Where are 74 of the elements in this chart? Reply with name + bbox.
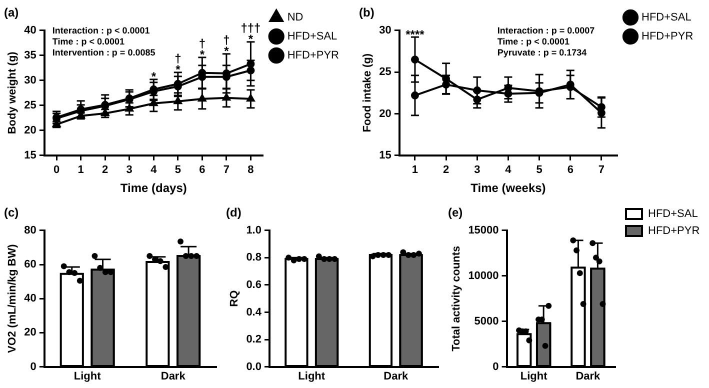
x-tick-label: 3 bbox=[126, 164, 132, 176]
y-tick-label: 25 bbox=[24, 99, 36, 112]
x-tick-label: 4 bbox=[150, 164, 158, 176]
chart-title: (c) bbox=[4, 206, 19, 220]
legend-label: HFD+PYR bbox=[648, 225, 700, 237]
x-tick-label: 7 bbox=[598, 164, 605, 176]
x-tick-label: 5 bbox=[536, 164, 542, 176]
y-tick-label: 0 bbox=[492, 360, 499, 373]
y-tick-label: 5000 bbox=[474, 315, 499, 328]
y-tick-label: 25 bbox=[379, 66, 392, 78]
x-tick-label: 2 bbox=[442, 164, 450, 176]
y-tick-label: 80 bbox=[24, 224, 36, 236]
annotation: Interaction : p = 0.0007 bbox=[497, 25, 595, 36]
legend-label: HFD+PYR bbox=[287, 50, 340, 62]
y-tick-label: 0 bbox=[30, 360, 36, 373]
y-tick-label: 20 bbox=[24, 124, 36, 136]
x-tick-label: Light bbox=[520, 370, 548, 382]
legend-label: HFD+SAL bbox=[287, 30, 338, 43]
y-tick-label: 40 bbox=[24, 24, 36, 36]
y-tick-label: 30 bbox=[24, 74, 36, 86]
y-axis-title: RQ bbox=[228, 290, 241, 307]
x-tick-label: Light bbox=[298, 370, 326, 382]
x-tick-label: 1 bbox=[78, 164, 84, 176]
chart-title: (e) bbox=[448, 206, 463, 220]
x-axis-title: Time (days) bbox=[120, 181, 187, 196]
y-axis-title: Body weight (g) bbox=[6, 51, 19, 134]
annotation: Time : p < 0.0001 bbox=[52, 36, 125, 46]
chart-title: (a) bbox=[4, 6, 19, 20]
x-tick-label: Light bbox=[74, 370, 102, 382]
x-tick-label: 8 bbox=[248, 164, 254, 176]
legend-label: ND bbox=[287, 12, 304, 24]
y-axis-title: Total activity counts bbox=[450, 246, 463, 352]
y-tick-label: 15 bbox=[379, 149, 392, 162]
y-tick-label: 15000 bbox=[468, 224, 499, 236]
text: HFD+SAL bbox=[648, 208, 698, 220]
x-tick-label: 1 bbox=[412, 164, 418, 176]
chart-title: (d) bbox=[226, 206, 242, 220]
x-axis-title: Time (weeks) bbox=[470, 181, 546, 196]
y-tick-label: 0.8 bbox=[246, 252, 262, 264]
annotation: Time : p < 0.0001 bbox=[497, 36, 570, 46]
y-tick-label: 0.6 bbox=[246, 278, 262, 291]
legend-label: HFD+SAL bbox=[642, 12, 692, 24]
y-tick-label: 0.2 bbox=[246, 334, 262, 346]
annotation: Interaction : p < 0.0001 bbox=[52, 25, 150, 36]
x-tick-label: 4 bbox=[505, 164, 512, 176]
y-tick-label: 60 bbox=[24, 258, 36, 271]
x-tick-label: Dark bbox=[384, 370, 409, 382]
x-tick-label: Dark bbox=[160, 370, 186, 382]
y-tick-label: 40 bbox=[24, 292, 36, 305]
x-tick-label: 5 bbox=[174, 164, 181, 176]
x-tick-label: 3 bbox=[474, 164, 480, 176]
legend-label: HFD+PYR bbox=[642, 30, 694, 43]
annotation: **** bbox=[406, 27, 425, 42]
x-tick-label: Dark bbox=[576, 370, 602, 382]
x-tick-label: 0 bbox=[54, 164, 60, 176]
y-tick-label: 20 bbox=[379, 108, 392, 120]
y-tick-label: 1.0 bbox=[246, 224, 262, 236]
x-tick-label: 6 bbox=[199, 164, 206, 176]
annotation: Intervention : p = 0.0085 bbox=[52, 47, 156, 58]
x-tick-label: 7 bbox=[223, 164, 230, 176]
y-tick-label: 0.0 bbox=[246, 360, 262, 373]
chart-title: (b) bbox=[359, 6, 374, 20]
y-axis-title: VO2 (mL/min/kg BW) bbox=[6, 244, 19, 353]
annotation: Pyruvate : p = 0.1734 bbox=[497, 47, 587, 58]
x-tick-label: 6 bbox=[567, 164, 574, 176]
annotation: * bbox=[151, 70, 156, 84]
y-axis-title: Food intake (g) bbox=[362, 53, 374, 132]
y-tick-label: 20 bbox=[24, 326, 36, 339]
y-tick-label: 0.4 bbox=[246, 306, 262, 318]
y-tick-label: 15 bbox=[24, 149, 36, 162]
x-tick-label: 2 bbox=[102, 164, 108, 176]
y-tick-label: 10000 bbox=[468, 270, 499, 282]
y-tick-label: 30 bbox=[379, 24, 392, 36]
y-tick-label: 35 bbox=[24, 49, 36, 62]
